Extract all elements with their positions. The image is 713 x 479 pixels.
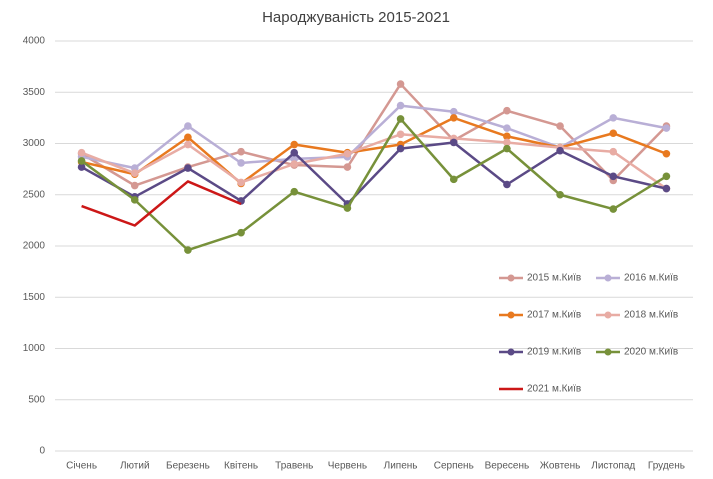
y-tick-label: 2500 bbox=[23, 189, 46, 200]
marker bbox=[556, 146, 564, 155]
marker bbox=[503, 180, 511, 189]
marker bbox=[396, 80, 405, 88]
marker bbox=[556, 122, 564, 130]
legend-marker bbox=[507, 348, 515, 356]
marker bbox=[343, 204, 352, 212]
x-tick-label: Вересень bbox=[485, 461, 530, 472]
marker bbox=[290, 148, 299, 157]
chart-title: Народжуваність 2015-2021 bbox=[262, 9, 450, 26]
series-line bbox=[81, 180, 242, 227]
x-tick-label: Серпень bbox=[434, 461, 474, 472]
marker bbox=[609, 147, 618, 156]
y-tick-label: 0 bbox=[39, 446, 45, 457]
marker bbox=[609, 172, 618, 181]
series-line bbox=[80, 82, 668, 187]
legend-marker bbox=[507, 274, 515, 282]
x-tick-label: Березень bbox=[166, 461, 210, 472]
y-tick-label: 4000 bbox=[23, 36, 46, 47]
marker bbox=[237, 228, 245, 237]
marker bbox=[237, 147, 245, 156]
x-tick-label: Жовтень bbox=[540, 461, 581, 472]
marker bbox=[609, 114, 618, 122]
marker bbox=[503, 106, 511, 115]
legend-label: 2020 м.Київ bbox=[624, 347, 678, 358]
marker bbox=[343, 163, 352, 171]
x-tick-label: Грудень bbox=[648, 461, 685, 472]
y-tick-label: 3500 bbox=[23, 87, 46, 98]
y-tick-label: 500 bbox=[28, 394, 45, 405]
marker bbox=[449, 107, 458, 116]
series-line bbox=[81, 116, 667, 185]
marker bbox=[343, 149, 352, 158]
marker bbox=[290, 140, 299, 149]
marker bbox=[290, 187, 299, 196]
marker bbox=[449, 175, 458, 184]
marker bbox=[77, 148, 86, 157]
marker bbox=[662, 124, 671, 132]
marker bbox=[184, 246, 192, 254]
series-line bbox=[80, 117, 668, 252]
marker bbox=[503, 132, 511, 141]
x-tick-label: Лютий bbox=[120, 461, 150, 472]
x-tick-label: Квітень bbox=[224, 461, 258, 472]
marker bbox=[184, 140, 192, 149]
series-line bbox=[81, 104, 667, 170]
marker bbox=[396, 115, 405, 123]
marker bbox=[237, 178, 245, 187]
y-tick-label: 1500 bbox=[23, 292, 46, 303]
legend-label: 2021 м.Київ bbox=[527, 384, 581, 395]
y-tick-label: 2000 bbox=[23, 241, 46, 252]
legend-label: 2019 м.Київ bbox=[527, 347, 581, 358]
marker bbox=[184, 122, 192, 130]
x-tick-label: Червень bbox=[328, 461, 367, 472]
x-tick-label: Листопад bbox=[591, 461, 635, 472]
marker bbox=[662, 184, 671, 193]
marker bbox=[184, 164, 192, 172]
marker bbox=[396, 101, 405, 110]
x-tick-label: Травень bbox=[275, 461, 313, 472]
marker bbox=[130, 181, 139, 190]
marker bbox=[449, 138, 458, 147]
marker bbox=[290, 160, 299, 168]
marker bbox=[609, 129, 618, 138]
marker bbox=[77, 163, 86, 171]
legend-label: 2018 м.Київ bbox=[624, 310, 678, 321]
marker bbox=[184, 133, 192, 142]
series-line bbox=[81, 133, 668, 190]
marker bbox=[130, 196, 139, 204]
legend-marker bbox=[604, 311, 612, 319]
legend-label: 2015 м.Київ bbox=[527, 273, 581, 284]
marker bbox=[130, 169, 139, 178]
legend-marker bbox=[604, 274, 612, 282]
marker bbox=[556, 190, 564, 199]
x-tick-label: Липень bbox=[384, 461, 418, 472]
legend-label: 2016 м.Київ bbox=[624, 273, 678, 284]
marker bbox=[396, 130, 405, 139]
y-tick-label: 3000 bbox=[23, 138, 46, 149]
y-tick-label: 1000 bbox=[23, 343, 46, 354]
marker bbox=[449, 114, 458, 122]
marker bbox=[396, 144, 405, 153]
marker bbox=[77, 157, 86, 165]
marker bbox=[503, 124, 511, 132]
legend-label: 2017 м.Київ bbox=[527, 310, 581, 321]
legend-marker bbox=[507, 311, 515, 319]
marker bbox=[662, 149, 671, 158]
x-tick-label: Січень bbox=[66, 461, 97, 472]
marker bbox=[662, 172, 671, 181]
marker bbox=[503, 144, 511, 153]
series-line bbox=[80, 141, 667, 206]
legend-marker bbox=[604, 348, 612, 356]
marker bbox=[237, 159, 245, 167]
marker bbox=[609, 205, 618, 213]
marker bbox=[503, 138, 511, 147]
